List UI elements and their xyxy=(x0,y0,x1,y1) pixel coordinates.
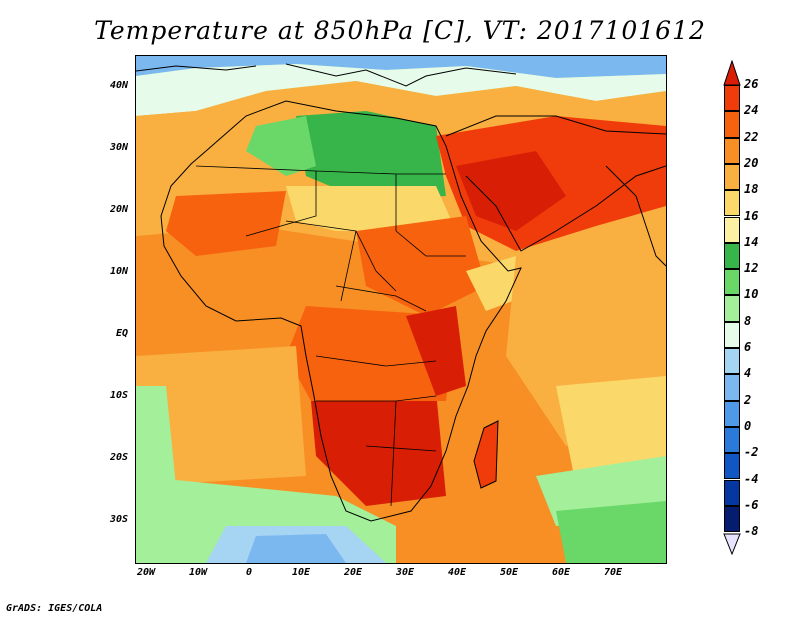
y-tick-30n: 30N xyxy=(109,142,128,153)
colorbar-label: 22 xyxy=(744,129,759,144)
y-tick-10n: 10N xyxy=(109,266,128,277)
colorbar-swatch xyxy=(724,137,740,164)
colorbar-swatch xyxy=(724,216,740,243)
colorbar-label: 6 xyxy=(744,340,752,354)
field-south-africa-hot xyxy=(311,391,446,506)
colorbar-swatch xyxy=(724,400,740,427)
field-yellow-band xyxy=(286,186,456,231)
colorbar-label: 24 xyxy=(744,103,759,118)
coastline-india xyxy=(605,165,666,267)
colorbar-label: 14 xyxy=(744,234,759,249)
field-sahel xyxy=(166,191,286,256)
x-tick-50e: 50E xyxy=(499,567,519,578)
grads-credit: GrADS: IGES/COLA xyxy=(6,603,103,614)
x-tick-30e: 30E xyxy=(395,567,415,578)
field-central-hot xyxy=(356,216,486,316)
colorbar-swatch xyxy=(724,111,740,138)
x-tick-20w: 20W xyxy=(136,567,156,578)
colorbar-swatch xyxy=(724,269,740,296)
field-rift-hot xyxy=(406,306,466,396)
x-tick-20e: 20E xyxy=(343,567,363,578)
colorbar-label: -4 xyxy=(744,471,759,486)
coastline-europe xyxy=(136,63,517,87)
coastline-arabia xyxy=(445,115,666,252)
country-borders xyxy=(195,165,466,507)
colorbar-label: 8 xyxy=(744,313,752,328)
colorbar-swatch xyxy=(724,190,740,217)
x-tick-70e: 70E xyxy=(603,567,623,578)
coastline-madagascar xyxy=(473,420,499,489)
colorbar-label: 0 xyxy=(744,418,752,433)
colorbar-label: 12 xyxy=(744,261,759,276)
colorbar-top-arrow xyxy=(723,60,741,86)
y-tick-20n: 20N xyxy=(109,204,128,215)
colorbar-swatch xyxy=(724,242,740,270)
colorbar-label: 10 xyxy=(744,287,759,302)
colorbar-label: -6 xyxy=(744,497,759,512)
field-north-blue xyxy=(136,56,666,78)
colorbar-label: 4 xyxy=(744,366,752,381)
colorbar-swatch xyxy=(724,426,740,454)
field-madagascar xyxy=(474,421,498,488)
temperature-map[interactable] xyxy=(135,55,667,564)
colorbar-label: 16 xyxy=(744,208,759,223)
colorbar-swatch xyxy=(724,348,740,375)
field-arabia-core xyxy=(456,151,566,231)
colorbar-label: -2 xyxy=(744,445,759,460)
y-tick-20s: 20S xyxy=(109,452,128,463)
y-tick-10s: 10S xyxy=(109,390,128,401)
colorbar-swatch xyxy=(724,163,740,191)
colorbar-label: -8 xyxy=(744,524,759,539)
colorbar-label: 2 xyxy=(744,392,752,407)
coastline-africa xyxy=(160,100,522,522)
colorbar-swatch xyxy=(724,479,740,506)
field-south-deep-blue xyxy=(246,534,346,563)
x-tick-10w: 10W xyxy=(188,567,208,578)
field-ocean-yellow xyxy=(556,376,666,486)
y-tick-30s: 30S xyxy=(109,514,128,525)
field-libya-lightgreen xyxy=(246,116,316,176)
x-tick-10e: 10E xyxy=(291,567,311,578)
field-libya-green xyxy=(296,111,446,201)
field-atlantic-green xyxy=(136,386,176,496)
colorbar-swatch xyxy=(724,85,740,112)
x-tick-0: 0 xyxy=(245,567,253,578)
colorbar-swatch xyxy=(724,505,740,533)
field-north-pale xyxy=(136,64,666,116)
colorbar-bottom-arrow xyxy=(723,533,741,555)
chart-title: Temperature at 850hPa [C], VT: 201710161… xyxy=(94,16,706,45)
colorbar-label: 18 xyxy=(744,182,759,197)
y-tick-40n: 40N xyxy=(109,80,128,91)
colorbar-swatch xyxy=(724,374,740,401)
x-tick-40e: 40E xyxy=(447,567,467,578)
field-ocean-green xyxy=(556,501,666,563)
colorbar-label: 20 xyxy=(744,155,759,170)
colorbar-swatch xyxy=(724,321,740,348)
field-atlantic xyxy=(136,346,306,486)
colorbar-swatch xyxy=(724,453,740,480)
field-ethiopia xyxy=(466,256,526,311)
x-tick-60e: 60E xyxy=(551,567,571,578)
colorbar-swatch xyxy=(724,295,740,322)
y-tick-eq: EQ xyxy=(115,328,128,339)
colorbar-label: 26 xyxy=(744,77,759,91)
